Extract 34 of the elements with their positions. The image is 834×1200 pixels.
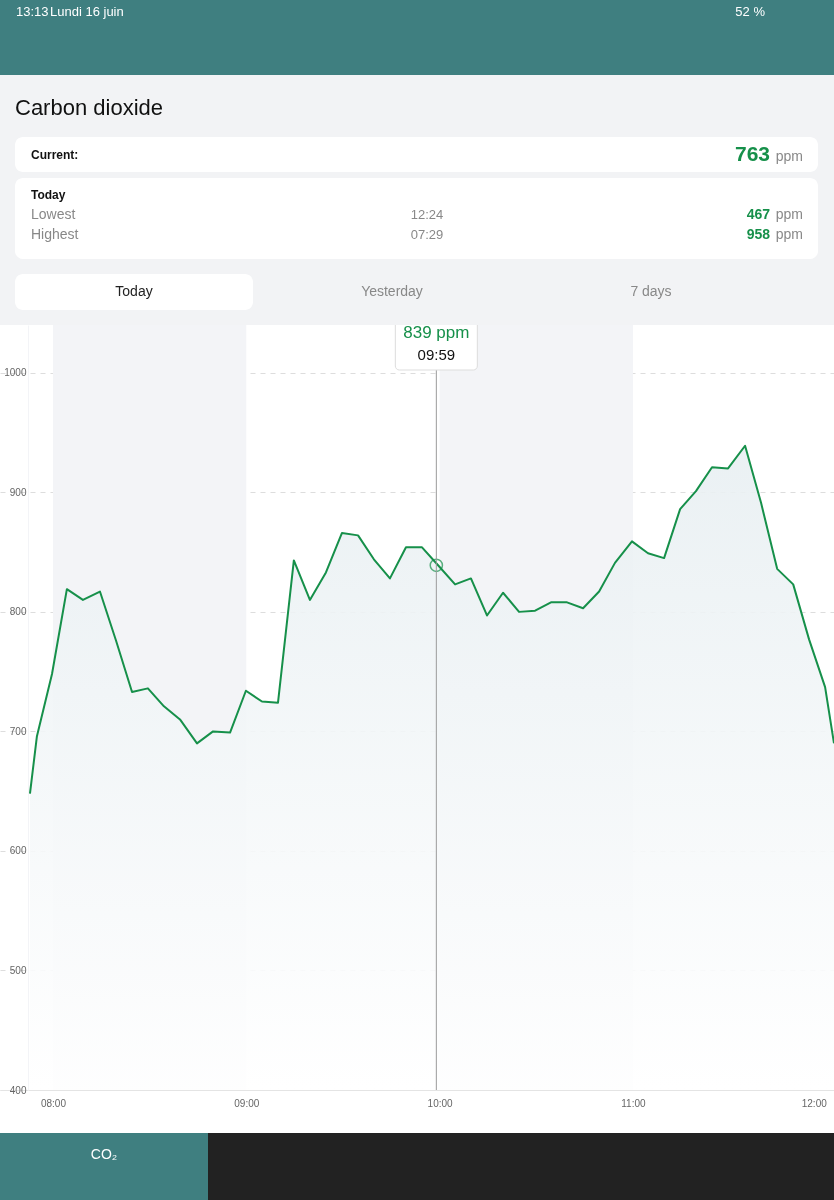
x-tick-label: 09:00 [234, 1097, 260, 1109]
x-tick-label: 10:00 [427, 1097, 454, 1109]
text: Current: [31, 148, 79, 162]
text: Today [31, 188, 66, 202]
text: 07:29 [410, 227, 444, 242]
text: 7 days [630, 283, 672, 299]
x-tick-label: 12:00 [801, 1097, 828, 1109]
x-tick-label: 11:00 [621, 1097, 647, 1109]
text: ppm [775, 148, 803, 164]
text: 12:24 [410, 207, 444, 222]
text: 13:13 [16, 4, 49, 19]
y-tick-label: 900 [9, 486, 27, 498]
text: ppm [775, 226, 803, 242]
annotation: 839 ppm [403, 323, 470, 342]
text: Highest [31, 226, 79, 242]
y-tick-label: 700 [9, 725, 27, 737]
text: 52 % [735, 4, 766, 19]
y-tick-label: 400 [9, 1084, 27, 1096]
y-tick-label: 800 [9, 606, 27, 618]
text: Lowest [31, 206, 76, 222]
annotation: 09:59 [417, 346, 456, 363]
y-tick-label: 600 [9, 845, 27, 857]
text: Lundi 16 juin [50, 4, 124, 19]
text: 958 [746, 226, 771, 242]
y-tick-label: 500 [9, 964, 27, 976]
text: Yesterday [361, 283, 423, 299]
y-tick-label: 1000 [4, 367, 27, 379]
text: ppm [775, 206, 803, 222]
x-tick-label: 08:00 [40, 1097, 67, 1109]
text: CO₂ [90, 1146, 118, 1162]
chart-title: Carbon dioxide [15, 95, 163, 120]
text: 467 [746, 206, 771, 222]
text: Today [115, 283, 153, 299]
text: 763 [734, 142, 770, 165]
